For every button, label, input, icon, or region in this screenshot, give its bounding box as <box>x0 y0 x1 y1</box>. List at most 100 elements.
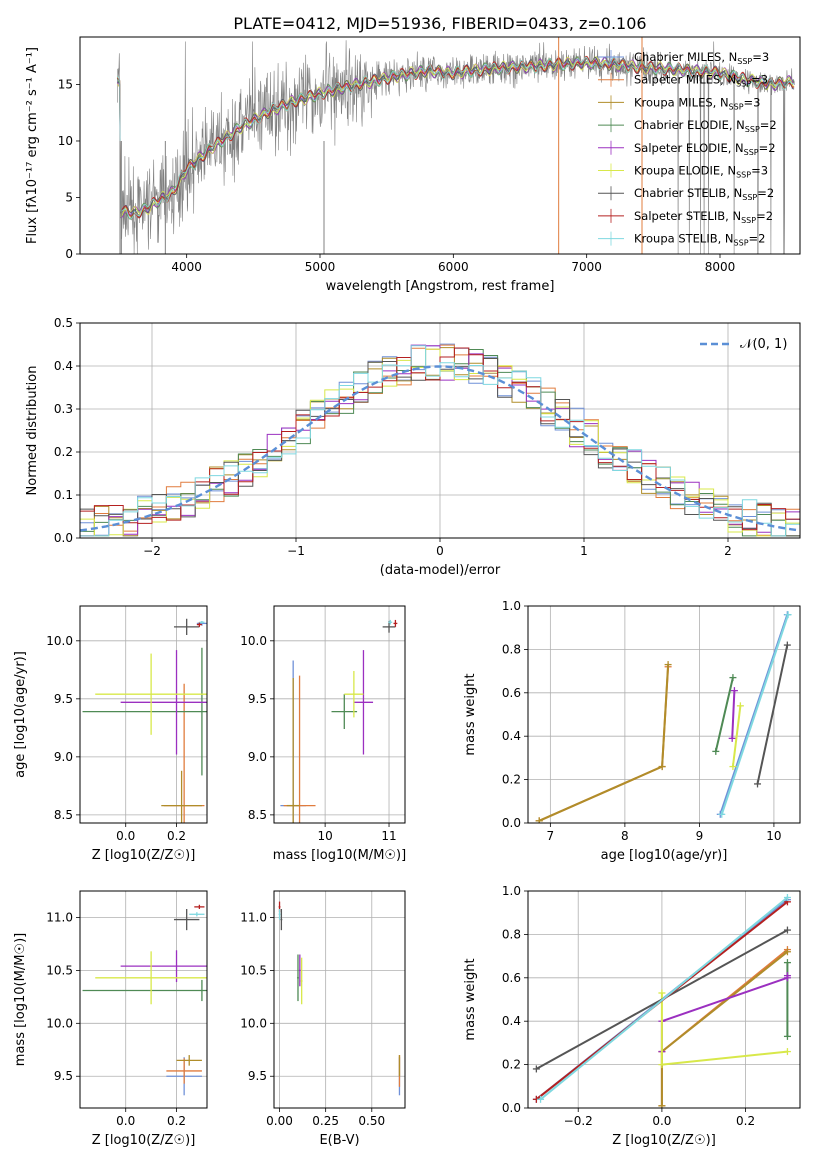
series-line <box>660 951 789 1106</box>
y-tick-label: 0.0 <box>54 531 73 545</box>
y-tick-label: 0.2 <box>502 1058 521 1072</box>
series-line <box>660 993 788 1066</box>
x-axis-label: Z [log10(Z/Z☉)] <box>612 1133 716 1148</box>
x-tick-label: 9 <box>696 829 704 843</box>
model-spectrum <box>117 55 795 219</box>
y-tick-label: 10.0 <box>46 634 73 648</box>
y-tick-label: 0.0 <box>502 816 521 830</box>
y-tick-label: 9.0 <box>54 750 73 764</box>
legend-label: Chabrier MILES, NSSP=3 <box>634 50 769 66</box>
y-tick-label: 8.5 <box>248 808 267 822</box>
x-tick-label: 10 <box>766 829 781 843</box>
x-tick-label: 0.50 <box>358 1114 385 1128</box>
plot-spectrum: 4000 5000 6000 7000 8000 0 5 10 15 wavelength [An… <box>25 36 801 294</box>
x-axis-label: E(B-V) <box>319 1133 359 1148</box>
series-line <box>756 644 789 785</box>
legend-label: Salpeter MILES, NSSP=3 <box>634 73 768 89</box>
x-tick-label: 6000 <box>438 260 469 274</box>
y-tick-label: 0.8 <box>502 927 521 941</box>
y-tick-label: 10.5 <box>46 963 73 977</box>
y-axis-label: Normed distribution <box>25 366 40 496</box>
legend-label: Kroupa MILES, NSSP=3 <box>634 95 760 111</box>
plot-weight_vs_age: 7 8 9 10 0.0 0.2 0.4 0.6 0.8 1.0 age [log10(age/yr… <box>463 599 801 863</box>
x-tick-label: 0.00 <box>266 1114 293 1128</box>
plot-area <box>535 611 792 823</box>
series-line <box>660 948 789 1106</box>
legend-label: 𝒩(0, 1) <box>740 337 787 352</box>
x-tick-label: 2 <box>724 544 732 558</box>
y-tick-label: 10.0 <box>240 634 267 648</box>
plot-area <box>82 618 207 823</box>
y-tick-label: 10.0 <box>46 1016 73 1030</box>
y-tick-label: 5 <box>65 190 73 204</box>
y-tick-label: 10.0 <box>240 1016 267 1030</box>
x-tick-label: 0.2 <box>167 1114 186 1128</box>
x-tick-label: 7 <box>547 829 555 843</box>
legend-label: Kroupa ELODIE, NSSP=3 <box>634 164 768 180</box>
axes-frame <box>79 605 208 824</box>
x-tick-label: 8 <box>621 829 629 843</box>
series-line <box>714 677 734 752</box>
normal-curve <box>80 365 798 532</box>
legend-label: Salpeter ELODIE, NSSP=2 <box>634 141 776 157</box>
y-tick-label: 9.5 <box>54 1069 73 1083</box>
x-axis-label: wavelength [Angstrom, rest frame] <box>326 279 555 294</box>
y-tick-label: 9.5 <box>54 692 73 706</box>
y-tick-label: 0.0 <box>502 1101 521 1115</box>
plot-area <box>278 901 401 1096</box>
y-tick-label: 0.6 <box>502 686 521 700</box>
x-tick-label: 8000 <box>705 260 736 274</box>
y-tick-label: 1.0 <box>502 884 521 898</box>
x-tick-label: 5000 <box>305 260 336 274</box>
x-axis-label: Z [log10(Z/Z☉)] <box>92 848 196 863</box>
axes-frame <box>79 890 208 1109</box>
y-tick-label: 0.4 <box>54 359 73 373</box>
axes-frame <box>273 605 406 824</box>
y-tick-label: 0.8 <box>502 642 521 656</box>
y-tick-label: 0.1 <box>54 488 73 502</box>
y-axis-label: mass weight <box>463 958 478 1040</box>
x-axis-label: mass [log10(M/M☉)] <box>273 848 406 863</box>
y-axis-label: mass [log10(M/M☉)] <box>13 933 28 1066</box>
x-axis-label: age [log10(age/yr)] <box>601 848 728 863</box>
x-tick-label: 0.2 <box>167 829 186 843</box>
plot-area <box>280 619 398 823</box>
plot-age_vs_mass: 10 11 8.5 9.0 9.5 10.0 mass [log10(M/M☉)] <box>240 605 406 863</box>
figure-title: PLATE=0412, MJD=51936, FIBERID=0433, z=0… <box>233 14 646 33</box>
series-line <box>539 896 789 1101</box>
x-tick-label: 4000 <box>171 260 202 274</box>
y-tick-label: 8.5 <box>54 808 73 822</box>
x-tick-label: 10 <box>317 829 332 843</box>
residual-legend: 𝒩(0, 1) <box>700 337 787 352</box>
series-line <box>538 664 670 822</box>
plot-age_vs_Z: 0.0 0.2 8.5 9.0 9.5 10.0 Z [log10(Z/Z☉)] age [l… <box>13 605 208 863</box>
legend-label: Kroupa STELIB, NSSP=2 <box>634 232 765 248</box>
x-tick-label: 0 <box>436 544 444 558</box>
y-tick-label: 0.5 <box>54 316 73 330</box>
x-tick-label: 0.25 <box>312 1114 339 1128</box>
y-tick-label: 11.0 <box>240 910 267 924</box>
axes-frame <box>273 890 406 1109</box>
legend-label: Chabrier STELIB, NSSP=2 <box>634 186 774 202</box>
x-axis-label: (data-model)/error <box>380 563 501 578</box>
x-axis-label: Z [log10(Z/Z☉)] <box>92 1133 196 1148</box>
plot-area <box>82 904 207 1096</box>
plot-area <box>532 894 791 1108</box>
axes-frame <box>79 36 801 255</box>
series-line <box>731 690 736 739</box>
spectrum-legend: Chabrier MILES, NSSP=3 Salpeter MILES, NS… <box>598 50 777 248</box>
axes-frame <box>527 605 801 824</box>
x-tick-label: 11 <box>381 829 396 843</box>
y-axis-label: mass weight <box>463 673 478 755</box>
legend-label: Salpeter STELIB, NSSP=2 <box>634 209 773 225</box>
x-tick-label: −1 <box>287 544 305 558</box>
x-tick-label: 1 <box>580 544 588 558</box>
series-line <box>731 705 742 767</box>
y-tick-label: 10.5 <box>240 963 267 977</box>
series-line <box>538 666 670 822</box>
x-tick-label: 0.0 <box>652 1114 671 1128</box>
axes-frame <box>527 890 801 1109</box>
y-tick-label: 0.2 <box>502 773 521 787</box>
plot-mass_vs_Z: 0.0 0.2 9.5 10.0 10.5 11.0 Z [log10(Z/Z☉)] mass… <box>13 890 208 1148</box>
